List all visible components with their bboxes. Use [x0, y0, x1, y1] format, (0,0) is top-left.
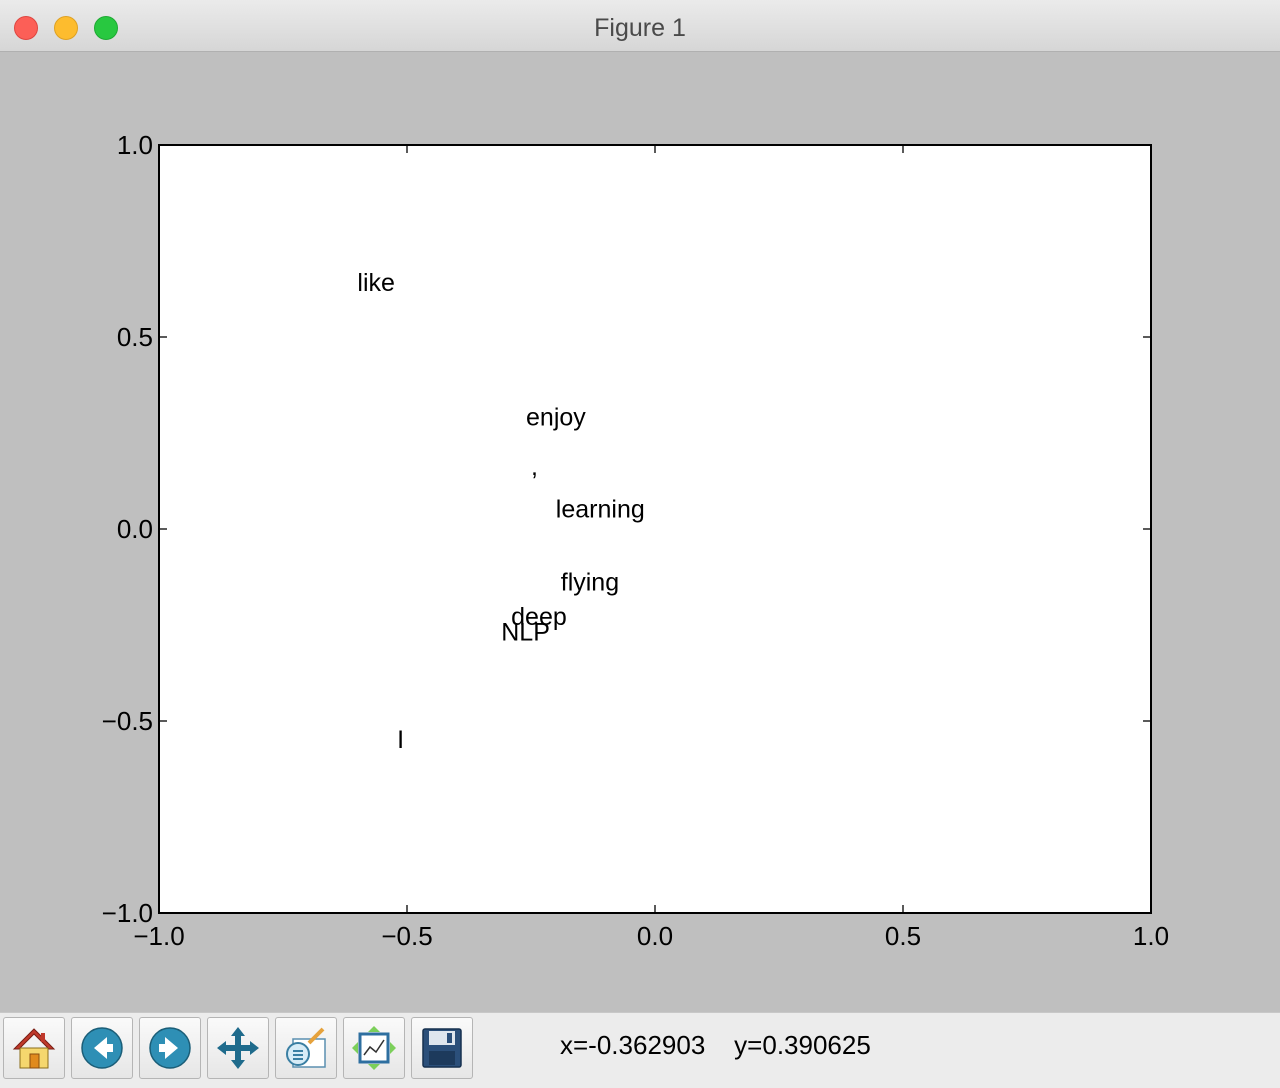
save-button[interactable] [411, 1017, 473, 1079]
point-label: NLP [501, 618, 550, 646]
point-label: like [357, 269, 395, 297]
point-label: flying [561, 568, 619, 596]
move-icon [217, 1027, 259, 1069]
point-label: enjoy [526, 403, 586, 431]
back-button[interactable] [71, 1017, 133, 1079]
point-label: deep [511, 603, 567, 631]
configure-subplots-icon [352, 1026, 396, 1070]
x-tick-label: 0.5 [885, 921, 921, 951]
home-icon [12, 1028, 56, 1069]
floppy-disk-icon [422, 1028, 462, 1068]
zoom-rect-icon [286, 1027, 326, 1068]
axes-frame [158, 144, 1152, 914]
cursor-coordinates: x=-0.362903 y=0.390625 [560, 1030, 871, 1060]
zoom-button[interactable] [275, 1017, 337, 1079]
y-tick-label: 1.0 [117, 130, 153, 160]
figure-canvas[interactable]: −1.0 −0.5 0.0 0.5 1.0 1.0 0.5 0.0 −0.5 −1.0 like en… [0, 52, 1280, 1012]
y-tick-label: 0.0 [117, 514, 153, 544]
close-window-button[interactable] [14, 16, 38, 40]
point-label: I [397, 726, 404, 754]
minimize-window-button[interactable] [54, 16, 78, 40]
x-tick-label: −1.0 [133, 921, 184, 951]
window-title: Figure 1 [594, 14, 686, 42]
y-tick-label: −1.0 [102, 898, 153, 928]
x-tick-label: −0.5 [381, 921, 432, 951]
forward-button[interactable] [139, 1017, 201, 1079]
pan-button[interactable] [207, 1017, 269, 1079]
arrow-left-icon [81, 1027, 123, 1069]
configure-subplots-button[interactable] [343, 1017, 405, 1079]
x-tick-label: 1.0 [1133, 921, 1169, 951]
point-label: learning [556, 495, 645, 523]
plot-area [159, 145, 1151, 913]
point-label: , [531, 453, 538, 481]
y-tick-label: −0.5 [102, 706, 153, 736]
y-tick-label: 0.5 [117, 322, 153, 352]
x-tick-label: 0.0 [637, 921, 673, 951]
scatter-plot: −1.0 −0.5 0.0 0.5 1.0 1.0 0.5 0.0 −0.5 −1.0 like en… [102, 130, 1169, 951]
maximize-window-button[interactable] [94, 16, 118, 40]
navigation-toolbar [0, 1012, 1280, 1088]
window-titlebar: Figure 1 [0, 0, 1280, 52]
arrow-right-icon [149, 1027, 191, 1069]
home-button[interactable] [3, 1017, 65, 1079]
